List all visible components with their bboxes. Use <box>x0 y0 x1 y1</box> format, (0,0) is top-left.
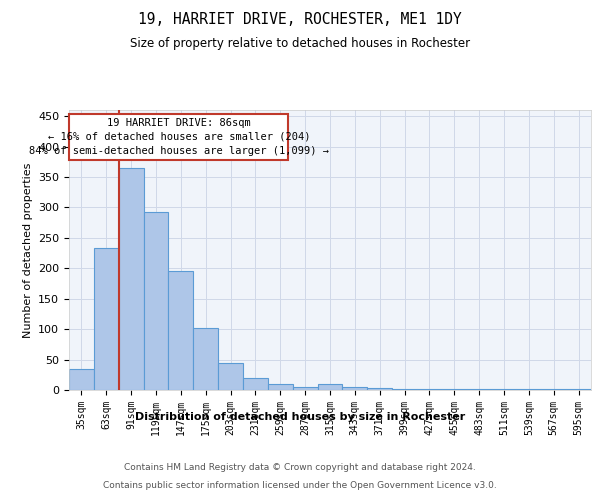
Bar <box>193 328 218 390</box>
Y-axis label: Number of detached properties: Number of detached properties <box>23 162 32 338</box>
Bar <box>69 368 94 390</box>
FancyBboxPatch shape <box>70 114 288 160</box>
Text: 84% of semi-detached houses are larger (1,099) →: 84% of semi-detached houses are larger (… <box>29 146 329 156</box>
Bar <box>417 389 442 390</box>
Bar <box>343 387 367 390</box>
Bar <box>367 388 392 390</box>
Bar <box>442 389 467 390</box>
Bar <box>392 389 417 390</box>
Text: Contains public sector information licensed under the Open Government Licence v3: Contains public sector information licen… <box>103 481 497 490</box>
Text: Contains HM Land Registry data © Crown copyright and database right 2024.: Contains HM Land Registry data © Crown c… <box>124 462 476 471</box>
Text: Size of property relative to detached houses in Rochester: Size of property relative to detached ho… <box>130 38 470 51</box>
Bar <box>169 270 193 390</box>
Bar <box>517 389 541 390</box>
Bar <box>243 378 268 390</box>
Text: 19, HARRIET DRIVE, ROCHESTER, ME1 1DY: 19, HARRIET DRIVE, ROCHESTER, ME1 1DY <box>138 12 462 28</box>
Text: 19 HARRIET DRIVE: 86sqm: 19 HARRIET DRIVE: 86sqm <box>107 118 251 128</box>
Bar <box>94 248 119 390</box>
Bar <box>541 389 566 390</box>
Bar <box>293 387 317 390</box>
Bar <box>491 389 517 390</box>
Bar <box>268 384 293 390</box>
Text: Distribution of detached houses by size in Rochester: Distribution of detached houses by size … <box>135 412 465 422</box>
Text: ← 16% of detached houses are smaller (204): ← 16% of detached houses are smaller (20… <box>47 132 310 142</box>
Bar <box>143 212 169 390</box>
Bar <box>119 168 143 390</box>
Bar <box>467 389 491 390</box>
Bar <box>566 389 591 390</box>
Bar <box>317 384 343 390</box>
Bar <box>218 363 243 390</box>
